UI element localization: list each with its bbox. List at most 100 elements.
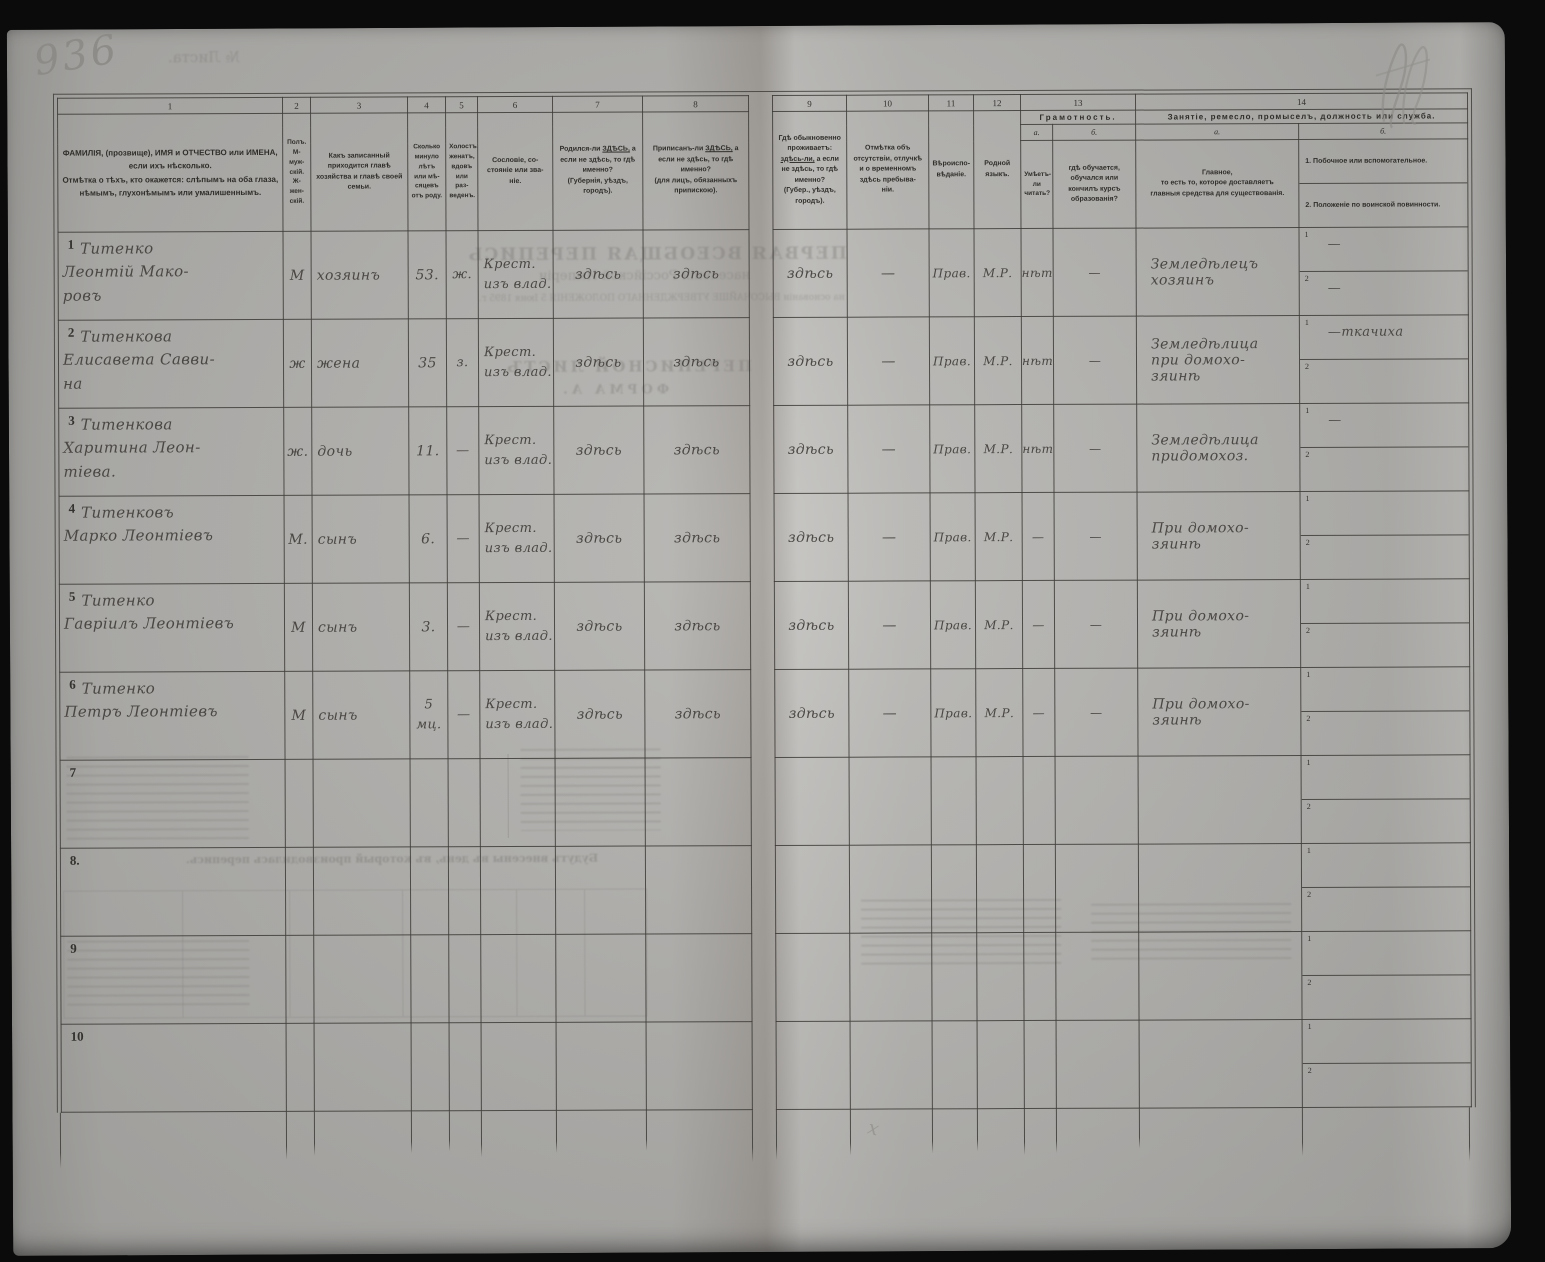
cell-age: 3. [409,582,448,671]
column-line-stub [976,1109,979,1152]
cell-estate: Крест. изъ влад. [479,670,556,759]
cell-relation: сынъ [312,670,411,760]
column-line-stub [1023,1109,1026,1156]
cell-education [1055,844,1139,933]
cell-sex [285,935,315,1024]
cell-relation: дочь [311,406,410,496]
header-literacy-title: Грамотность. [1020,110,1136,125]
cell-side-occupation: 1— 2 [1299,402,1470,492]
header-col-number: 6 [477,96,553,113]
cell-born [555,757,646,847]
cell-side-occupation: 1— 2— [1298,226,1469,316]
row-number: 4 [68,500,76,516]
cell-religion [931,756,977,845]
cell-marital: з. [446,318,479,407]
cell-language [976,932,1025,1021]
cell-sex: М [284,671,314,760]
cell-absence [850,1020,933,1110]
header-col-1: ФАМИЛІЯ, (прозвище), ИМЯ и ОТЧЕСТВО или … [57,113,284,233]
cell-age: 35 [408,318,447,407]
cell-name: 10 [61,1023,287,1113]
column-line-stub [480,1111,483,1158]
cell-age [410,846,449,935]
cell-resides: здѣсь [774,669,850,758]
cell-born [555,845,646,935]
cell-occupation: При домохо- зяинѣ [1137,667,1302,757]
header-col-14b: 1. Побочное или вспомогательное. 2. Поло… [1298,138,1468,228]
cell-absence: — [848,492,931,582]
cell-absence: — [847,404,931,494]
cell-absence [849,844,932,934]
cell-religion: Прав. [928,228,975,317]
cell-registered [645,845,752,934]
cell-language: М.Р. [975,668,1024,757]
header-14a-label: а. [1135,123,1299,141]
cell-literacy [1024,1020,1057,1109]
cell-resides [775,933,851,1022]
cell-side-occupation: 1 2 [1301,842,1471,932]
cell-born [556,1021,647,1111]
cell-name: 5 Титенко Гавріилъ Леонтіевъ [59,583,285,673]
cell-marital [448,846,481,935]
cell-age: 53. [408,230,447,319]
cell-literacy: нѣтъ [1021,316,1054,405]
cell-occupation [1138,843,1302,933]
column-line-stub [1301,1107,1304,1156]
row-number: 6 [69,676,76,692]
cell-resides: здѣсь [773,317,848,406]
header-13b-label: б. [1052,124,1136,141]
cell-sex [285,847,314,936]
cell-religion [931,932,978,1021]
cell-occupation [1138,931,1303,1021]
cell-age: 6. [409,494,448,583]
cell-born: здѣсь [553,229,644,319]
cell-sex [286,1023,315,1112]
column-line-stub [1055,1108,1058,1153]
row-number: 9 [70,940,77,956]
header-col-number: 3 [310,96,408,114]
column-line-stub [410,1111,413,1154]
cell-language: М.Р. [973,228,1022,317]
cell-age: 11. [408,406,448,495]
cell-sex: М. [284,495,313,584]
cell-marital: — [447,670,481,759]
cell-language [976,756,1024,845]
cell-education: — [1054,580,1138,669]
cell-estate: Крест. изъ влад. [478,318,554,407]
cell-religion [931,844,977,933]
cell-name: 9 [60,935,287,1025]
cell-resides: здѣсь [773,229,848,318]
column-line-stub [448,1111,451,1152]
cell-literacy: нѣтъ [1020,228,1054,317]
cell-marital [449,1022,482,1111]
cell-name: 2 Титенкова Елисавета Савви- на [58,319,284,409]
header-col-14a: Главное, то есть то, которое доставляетъ… [1135,139,1299,229]
column-line-stub [313,1111,316,1156]
cell-born: здѣсь [553,317,644,407]
cell-absence: — [847,316,930,406]
header-col-6: Сословіе, со- стояніе или зва- ніе. [477,112,554,231]
header-col-12: Родной языкъ. [973,110,1021,229]
cell-language [977,1020,1025,1109]
column-line-stub [645,1110,648,1151]
cell-literacy: — [1022,492,1055,581]
cell-occupation: При домохо- зяинѣ [1137,579,1301,669]
cell-education: — [1054,668,1139,757]
cell-age [410,758,449,847]
cell-age [411,1022,450,1111]
cell-education [1055,756,1139,845]
cell-occupation: Земледѣлица придомохоз. [1136,403,1301,493]
cell-religion: Прав. [930,580,976,669]
cell-literacy: — [1022,668,1056,757]
cell-education: — [1053,404,1138,493]
cell-absence: — [847,228,930,318]
row-number: 8. [69,852,80,868]
cell-born [555,933,647,1023]
cell-estate: Крест. изъ влад. [478,406,555,495]
column-line-stub [1138,1108,1141,1149]
cell-name: 6 Титенко Петръ Леонтіевъ [59,671,286,761]
header-col-9: Гдѣ обыкновенно проживаетъ: здѣсь-ли, а … [772,111,847,230]
cell-estate: Крест. изъ влад. [478,230,554,319]
